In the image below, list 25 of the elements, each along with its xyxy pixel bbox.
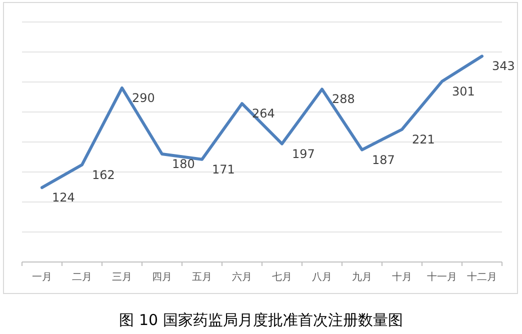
x-tick-label: 一月 [32,272,52,283]
data-label: 180 [172,157,195,171]
data-label: 197 [292,146,315,161]
x-tick-label: 十一月 [427,271,457,283]
text: 图 10 国家药监局月度批准首次注册数量图 [119,311,403,329]
x-tick-label: 五月 [192,272,212,283]
x-tick-label: 三月 [112,272,132,283]
data-label: 343 [492,59,515,74]
data-label: 124 [52,190,75,205]
data-label: 171 [212,162,235,176]
x-tick-label: 二月 [72,272,92,283]
data-label: 221 [412,132,435,146]
x-tick-label: 八月 [312,272,332,283]
x-tick-label: 十二月 [467,271,497,283]
x-tick-label: 十月 [392,271,412,283]
x-tick-label: 七月 [272,271,292,283]
data-label: 290 [132,91,155,105]
x-tick-label: 九月 [352,271,372,283]
x-tick-label: 四月 [152,272,172,283]
data-label: 288 [332,92,355,106]
x-tick-label: 六月 [232,271,252,283]
data-label: 264 [252,106,275,121]
data-label: 301 [452,84,475,98]
data-label: 187 [372,152,395,167]
data-label: 162 [92,168,115,182]
